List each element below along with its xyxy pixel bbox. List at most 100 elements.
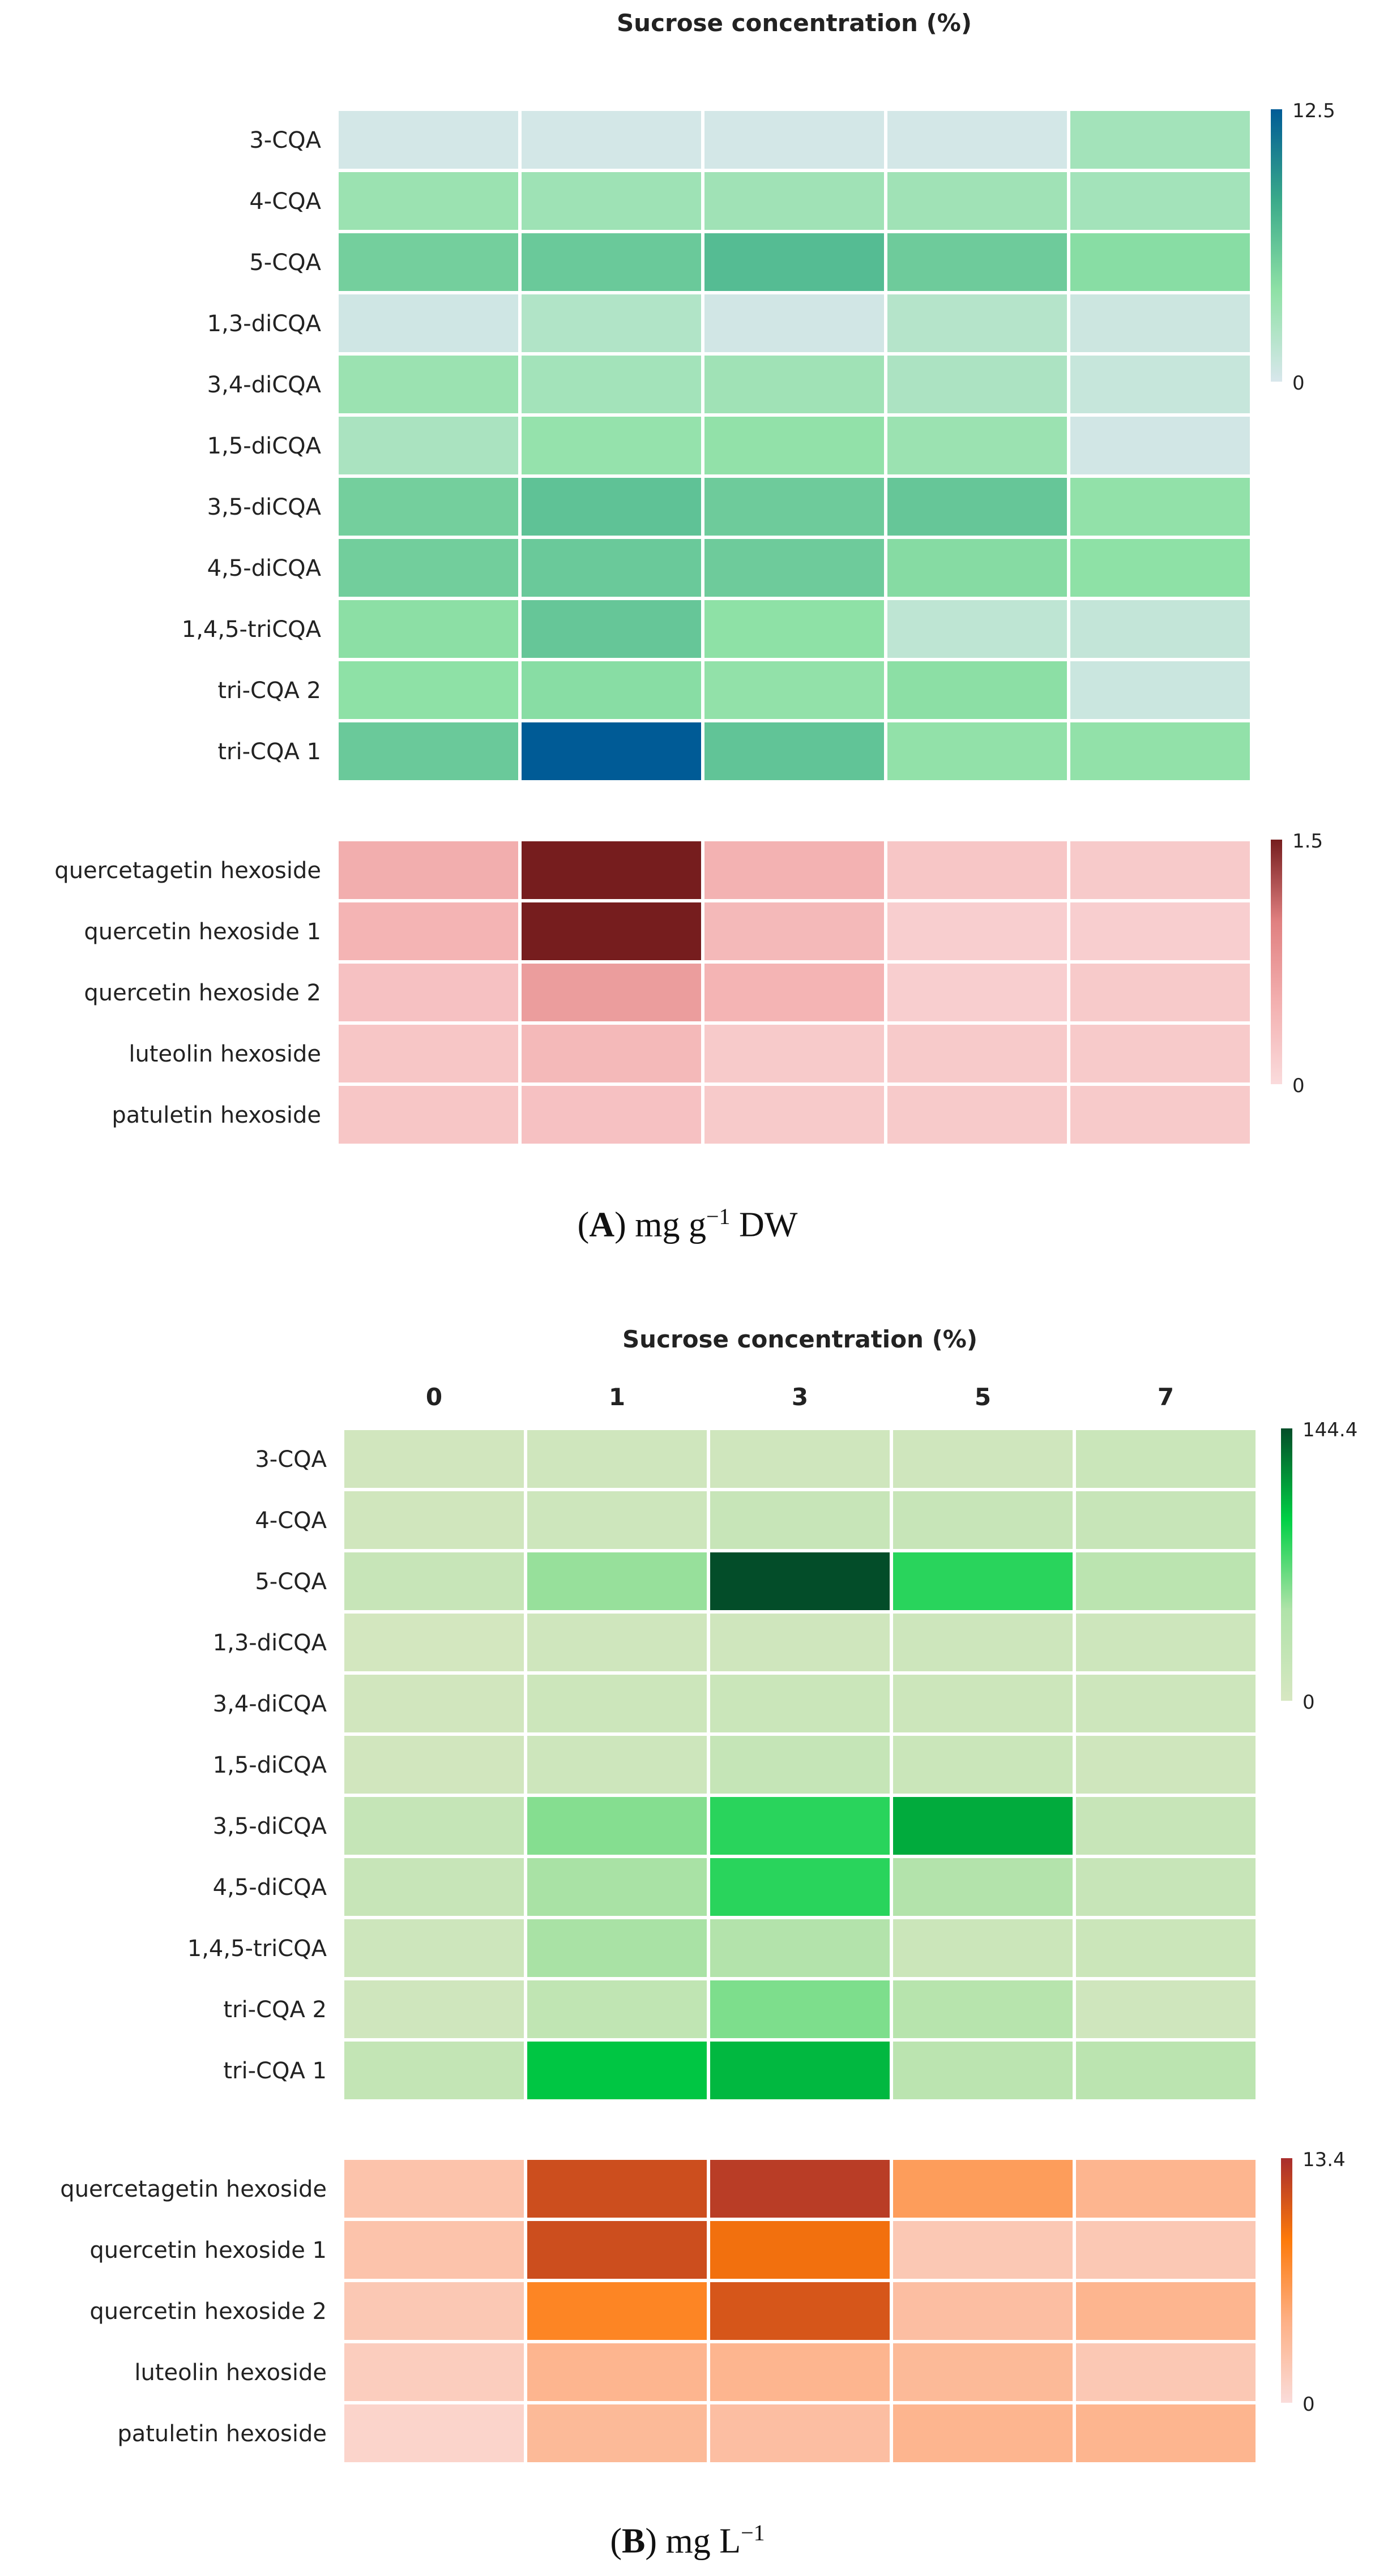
panel-b-heatmap-cell: 4-CQA @ 1: 12 [527, 1491, 707, 1549]
panel-a-heatmap-cell: patuletin hexoside @ 3: 0.2 [704, 1086, 884, 1144]
panel-a-heatmap-cell: tri-CQA 1 @ 1: 12.5 [522, 722, 701, 780]
panel-a-heatmap-cell: quercetin hexoside 1 @ 1: 1.5 [522, 902, 701, 960]
panel-a-heatmap-cell: 3,5-diCQA @ 5: 6.2 [887, 478, 1067, 536]
panel-a-row-label: quercetagetin hexoside [54, 858, 321, 884]
panel-a-heatmap-cell: quercetin hexoside 2 @ 0: 0.3 [339, 964, 518, 1021]
panel-b-row-label: 5-CQA [255, 1569, 327, 1595]
panel-a-heatmap-cell: 4,5-diCQA @ 0: 5.6 [339, 539, 518, 597]
panel-a-letter: A [589, 1205, 615, 1244]
panel-b-heatmap-cell: quercetin hexoside 1 @ 3: 9.5 [710, 2221, 890, 2279]
panel-b-heatmap-cell: 4,5-diCQA @ 5: 45 [893, 1858, 1073, 1916]
panel-a-heatmap-cell: quercetin hexoside 2 @ 5: 0.15 [887, 964, 1067, 1021]
panel-b-heatmap-cell: luteolin hexoside @ 5: 3.5 [893, 2343, 1073, 2401]
panel-a-caption: (A) mg g−1 DW [577, 1204, 798, 1244]
panel-a-heatmap-cell: 1,5-diCQA @ 1: 3.8 [522, 417, 701, 474]
panel-a-heatmap-cell: 1,3-diCQA @ 3: 0.4 [704, 294, 884, 352]
panel-b-heatmap-cell: quercetagetin hexoside @ 3: 12.5 [710, 2160, 890, 2218]
panel-b-heatmap-cell: patuletin hexoside @ 0: 0.8 [344, 2404, 524, 2462]
panel-a-row-label: luteolin hexoside [129, 1041, 321, 1067]
panel-a-heatmap-cell: 4-CQA @ 5: 3.2 [887, 172, 1067, 230]
panel-b-heatmap-cell: 1,3-diCQA @ 1: 10 [527, 1614, 707, 1671]
panel-b-column-label: 7 [1158, 1383, 1174, 1411]
panel-a-color-scale-bar [1271, 109, 1282, 382]
panel-a-heatmap-cell: 3,5-diCQA @ 3: 5.8 [704, 478, 884, 536]
panel-b-heatmap: Sucrose concentration (%) 0 1 3 5 7 3-CQA 3-CQA… [60, 1325, 1357, 2462]
panel-a-heatmap-cell: luteolin hexoside @ 7: 0.2 [1070, 1025, 1250, 1082]
panel-b-heatmap-cell: quercetin hexoside 1 @ 1: 11.5 [527, 2221, 707, 2279]
panel-a-heatmap-cell: 5-CQA @ 3: 7 [704, 233, 884, 291]
panel-b-heatmap-cell: quercetin hexoside 2 @ 5: 3 [893, 2282, 1073, 2340]
panel-a-heatmap-cell: tri-CQA 1 @ 0: 6 [339, 722, 518, 780]
panel-b-heatmap-cell: quercetin hexoside 2 @ 0: 2 [344, 2282, 524, 2340]
panel-b-scale-max-label: 13.4 [1303, 2149, 1346, 2171]
panel-a-heatmap-cell: patuletin hexoside @ 1: 0.3 [522, 1086, 701, 1144]
panel-a-heatmap-cell: 1,4,5-triCQA @ 7: 1.2 [1070, 600, 1250, 658]
panel-b-heatmap-cell: 4,5-diCQA @ 0: 20 [344, 1858, 524, 1916]
panel-a-column-header: Sucrose concentration (%) [617, 9, 972, 37]
panel-b-row-label: 3,5-diCQA [213, 1813, 327, 1839]
panel-a-heatmap-cell: 4-CQA @ 3: 3.2 [704, 172, 884, 230]
panel-b-heatmap-cell: 3-CQA @ 7: 16 [1076, 1430, 1256, 1488]
panel-b-unit: mg L [665, 2522, 741, 2561]
panel-b-column-label: 3 [792, 1383, 808, 1411]
panel-b-heatmap-cell: tri-CQA 2 @ 0: 10 [344, 1980, 524, 2038]
panel-b-row-label: 3,4-diCQA [213, 1691, 327, 1717]
panel-a-scale-max-label: 12.5 [1292, 100, 1335, 122]
panel-b-heatmap-cell: tri-CQA 1 @ 5: 35 [893, 2042, 1073, 2099]
panel-b-caption: (B) mg L−1 [610, 2520, 765, 2561]
panel-a-heatmap-cell: 1,4,5-triCQA @ 3: 4.2 [704, 600, 884, 658]
panel-b-column-label: 1 [609, 1383, 625, 1411]
panel-b-row-label: quercetin hexoside 1 [89, 2237, 327, 2263]
panel-a-scale-max-label: 1.5 [1292, 830, 1323, 853]
panel-b-heatmap-cell: 1,4,5-triCQA @ 1: 50 [527, 1919, 707, 1977]
panel-b-color-scale-bar [1281, 1428, 1292, 1701]
panel-b-row-label: luteolin hexoside [134, 2360, 327, 2386]
panel-b-column-header: Sucrose concentration (%) [622, 1325, 977, 1353]
panel-b-heatmap-cell: 3-CQA @ 1: 10 [527, 1430, 707, 1488]
panel-b-heatmap-cell: 1,4,5-triCQA @ 5: 15 [893, 1919, 1073, 1977]
panel-b-heatmap-cell: 4,5-diCQA @ 1: 50 [527, 1858, 707, 1916]
panel-a-heatmap-cell: 1,3-diCQA @ 1: 2.2 [522, 294, 701, 352]
panel-b-heatmap-cell: 1,5-diCQA @ 7: 10 [1076, 1736, 1256, 1794]
panel-a-heatmap-cell: quercetin hexoside 1 @ 7: 0.15 [1070, 902, 1250, 960]
panel-a-heatmap-cell: 1,3-diCQA @ 5: 2 [887, 294, 1067, 352]
panel-b-heatmap-cell: 1,3-diCQA @ 0: 5 [344, 1614, 524, 1671]
panel-a-heatmap-cell: quercetagetin hexoside @ 7: 0.2 [1070, 841, 1250, 899]
panel-b-heatmap-cell: 4,5-diCQA @ 7: 20 [1076, 1858, 1256, 1916]
panel-b-row-label: 1,5-diCQA [213, 1752, 327, 1778]
panel-a-heatmap-cell: 4-CQA @ 0: 3.5 [339, 172, 518, 230]
panel-a-heatmap-cell: 3-CQA @ 3: 0.3 [704, 111, 884, 169]
panel-a-row-label: 1,3-diCQA [207, 311, 322, 337]
panel-a-heatmap-cell: 5-CQA @ 5: 5.8 [887, 233, 1067, 291]
panel-b-color-scale-bar [1281, 2158, 1292, 2403]
panel-b-heatmap-cell: tri-CQA 1 @ 1: 100 [527, 2042, 707, 2099]
panel-a-heatmap-cell: 3,4-diCQA @ 5: 2.5 [887, 356, 1067, 413]
panel-a-heatmap-cell: quercetagetin hexoside @ 5: 0.25 [887, 841, 1067, 899]
panel-a-row-label: quercetin hexoside 1 [84, 919, 321, 945]
panel-b-row-label: quercetagetin hexoside [60, 2176, 327, 2202]
panel-b-heatmap-cell: 3,5-diCQA @ 0: 22 [344, 1797, 524, 1855]
panel-b-column-label: 0 [426, 1383, 442, 1411]
panel-b-heatmap-cell: 1,3-diCQA @ 7: 12 [1076, 1614, 1256, 1671]
panel-b-heatmap-cell: patuletin hexoside @ 5: 4 [893, 2404, 1073, 2462]
panel-b-heatmap-cell: 1,5-diCQA @ 3: 22 [710, 1736, 890, 1794]
panel-a-scale-min-label: 0 [1292, 1075, 1305, 1097]
panel-b-heatmap-cell: 3,4-diCQA @ 1: 14 [527, 1675, 707, 1732]
panel-a-heatmap-cell: tri-CQA 2 @ 7: 0.8 [1070, 661, 1250, 719]
panel-b-row-label: 4-CQA [255, 1508, 327, 1534]
panel-b-letter: B [621, 2522, 646, 2561]
panel-a-heatmap-cell: 4,5-diCQA @ 5: 4.6 [887, 539, 1067, 597]
panel-b-heatmap-cell: quercetagetin hexoside @ 7: 4 [1076, 2160, 1256, 2218]
panel-b-row-label: 1,3-diCQA [213, 1630, 327, 1656]
panel-b-heatmap-cell: tri-CQA 1 @ 0: 25 [344, 2042, 524, 2099]
panel-a-heatmap-cell: 1,5-diCQA @ 0: 2.6 [339, 417, 518, 474]
panel-a-heatmap-cell: quercetagetin hexoside @ 0: 0.52 [339, 841, 518, 899]
panel-b-heatmap-cell: 3,4-diCQA @ 7: 12 [1076, 1675, 1256, 1732]
panel-b-heatmap-cell: 5-CQA @ 1: 55 [527, 1552, 707, 1610]
panel-a-heatmap-cell: 3,5-diCQA @ 7: 4 [1070, 478, 1250, 536]
panel-a-unit-tail: DW [730, 1205, 798, 1244]
panel-a-heatmap-cell: luteolin hexoside @ 3: 0.2 [704, 1025, 884, 1082]
panel-b-heatmap-cell: 1,5-diCQA @ 5: 16 [893, 1736, 1073, 1794]
panel-b-heatmap-cell: 1,4,5-triCQA @ 7: 15 [1076, 1919, 1256, 1977]
